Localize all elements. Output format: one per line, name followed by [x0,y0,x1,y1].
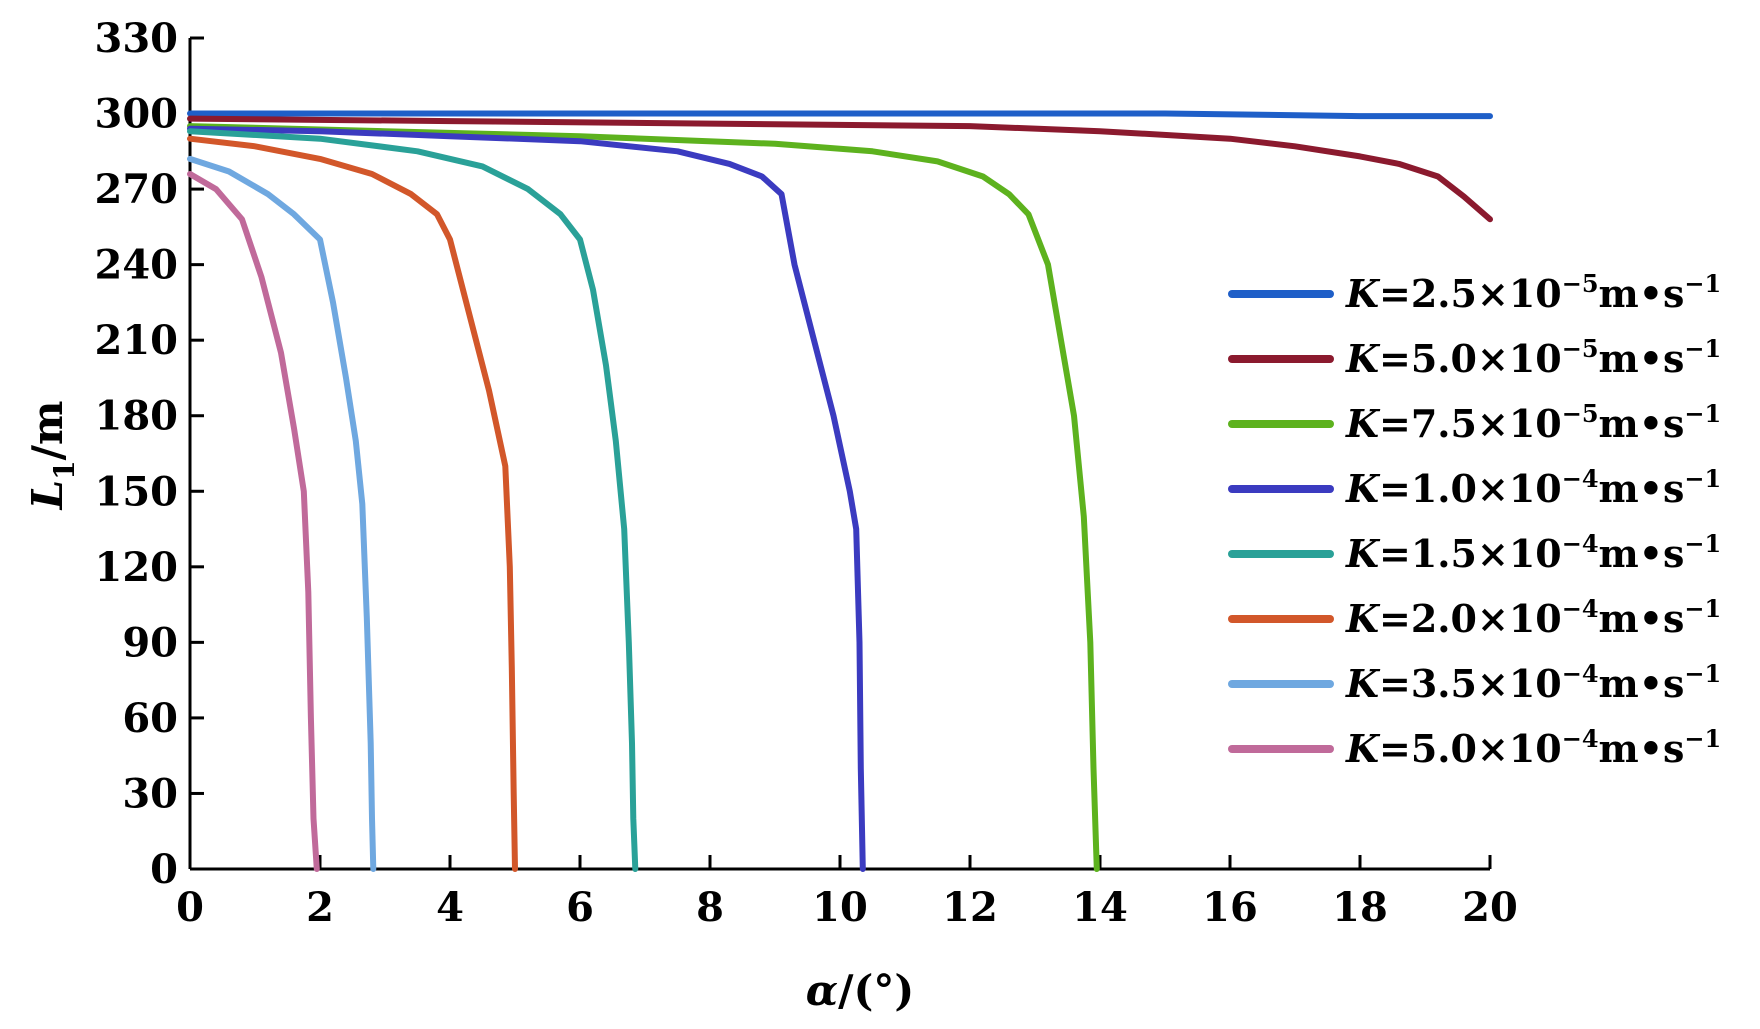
series-line-6 [187,135,518,872]
x-tick-label: 8 [696,884,724,931]
x-tick-label: 12 [942,884,998,931]
y-tick-label: 180 [95,393,179,440]
series-group [187,110,1493,872]
y-tick-label: 330 [95,15,179,62]
series-line-7 [187,155,377,872]
series-line-5 [187,128,639,872]
y-tick-label: 0 [150,846,178,893]
x-tick-label: 18 [1332,884,1388,931]
y-tick-label: 30 [122,770,178,817]
legend-label: K=1.0×10−4m•s−1 [1345,464,1721,511]
y-tick-label: 120 [95,544,179,591]
x-tick-label: 4 [436,884,464,931]
x-tick-label: 0 [176,884,204,931]
y-tick-label: 300 [95,91,179,138]
y-tick-label: 90 [122,619,178,666]
x-tick-label: 10 [812,884,868,931]
x-tick-label: 20 [1462,884,1518,931]
series-line-1 [187,110,1493,120]
legend-label: K=2.0×10−4m•s−1 [1345,594,1721,641]
series-line-8 [187,171,320,872]
axes: 0 2 4 6 8 10 12 14 16 18 20 0 30 60 90 120 150 180 210 240 2… [95,15,1518,931]
y-tick-label: 270 [95,166,179,213]
legend-label: K=1.5×10−4m•s−1 [1345,529,1721,576]
legend-label: K=5.0×10−5m•s−1 [1345,334,1721,381]
x-tick-label: 2 [306,884,334,931]
series-line-4 [187,125,866,872]
x-tick-label: 6 [566,884,594,931]
axis-titles: α/(°) L1/m [23,401,914,1015]
y-tick-label: 240 [95,242,179,289]
legend: K=2.5×10−5m•s−1 K=5.0×10−5m•s−1 K=7.5×10−5… [1228,269,1721,771]
series-line-2 [187,115,1493,223]
y-tick-label: 150 [95,468,179,515]
y-axis-title: L1/m [23,401,81,511]
y-tick-label: 60 [122,695,178,742]
y-tick-label: 210 [95,317,179,364]
legend-label: K=5.0×10−4m•s−1 [1345,724,1721,771]
series-line-3 [187,123,1100,872]
x-tick-label: 14 [1072,884,1128,931]
legend-label: K=3.5×10−4m•s−1 [1345,659,1721,706]
x-tick-label: 16 [1202,884,1258,931]
legend-label: K=7.5×10−5m•s−1 [1345,399,1721,446]
x-axis-title: α/(°) [806,966,914,1015]
legend-label: K=2.5×10−5m•s−1 [1345,269,1721,316]
